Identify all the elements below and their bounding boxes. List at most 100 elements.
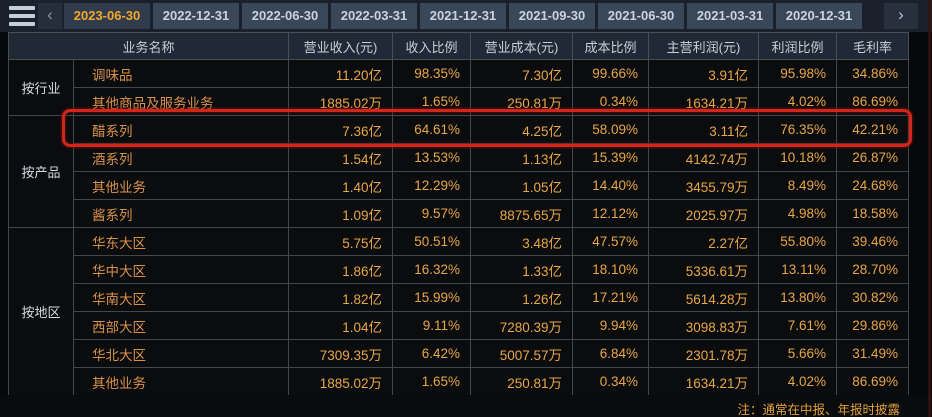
tab-2022-03-31[interactable]: 2022-03-31 bbox=[331, 3, 417, 29]
value-cell: 86.69% bbox=[836, 367, 910, 396]
value-cell: 13.53% bbox=[392, 143, 472, 172]
table-body: 按行业 调味品 11.20亿 98.35% 7.30亿 99.66% 3.91亿 95.98%… bbox=[8, 59, 910, 396]
value-cell: 1634.21万 bbox=[648, 87, 760, 116]
value-cell: 10.18% bbox=[758, 143, 838, 172]
table-row[interactable]: 按行业 调味品 11.20亿 98.35% 7.30亿 99.66% 3.91亿 95.98%… bbox=[8, 59, 910, 116]
chevron-left-icon[interactable]: ‹ bbox=[38, 3, 62, 29]
tab-2023-06-30[interactable]: 2023-06-30 bbox=[64, 3, 150, 29]
value-cell: 13.11% bbox=[758, 255, 838, 284]
table-row[interactable]: 其他业务 1885.02万 1.65% 250.81万 0.34% 1634.21万 4.0… bbox=[9, 367, 910, 396]
tab-2021-03-31[interactable]: 2021-03-31 bbox=[687, 3, 773, 29]
value-cell: 1885.02万 bbox=[288, 87, 394, 116]
value-cell: 28.70% bbox=[836, 255, 910, 284]
value-cell: 7.36亿 bbox=[288, 115, 394, 144]
value-cell: 5007.57万 bbox=[470, 339, 574, 368]
tab-2020-12-31[interactable]: 2020-12-31 bbox=[776, 3, 862, 29]
value-cell: 24.68% bbox=[836, 171, 910, 200]
segment-name: 调味品 bbox=[72, 59, 290, 88]
tab-2021-12-31[interactable]: 2021-12-31 bbox=[420, 3, 506, 29]
segment-name: 其他业务 bbox=[72, 367, 290, 396]
value-cell: 34.86% bbox=[836, 59, 910, 88]
value-cell: 13.80% bbox=[758, 283, 838, 312]
value-cell: 9.57% bbox=[392, 199, 472, 228]
value-cell: 1.33亿 bbox=[470, 255, 574, 284]
column-header: 营业收入(元) bbox=[288, 32, 394, 60]
table-row[interactable]: 按地区 华东大区 5.75亿 50.51% 3.48亿 47.57% 2.27亿 55.80%… bbox=[8, 227, 910, 396]
value-cell: 7280.39万 bbox=[470, 311, 574, 340]
value-cell: 1.82亿 bbox=[288, 283, 394, 312]
value-cell: 1.04亿 bbox=[288, 311, 394, 340]
value-cell: 8.49% bbox=[758, 171, 838, 200]
value-cell: 6.42% bbox=[392, 339, 472, 368]
value-cell: 4142.74万 bbox=[648, 143, 760, 172]
tab-2021-06-30[interactable]: 2021-06-30 bbox=[598, 3, 684, 29]
value-cell: 12.12% bbox=[572, 199, 650, 228]
value-cell: 1.05亿 bbox=[470, 171, 574, 200]
value-cell: 5.66% bbox=[758, 339, 838, 368]
value-cell: 86.69% bbox=[836, 87, 910, 116]
value-cell: 58.09% bbox=[572, 115, 650, 144]
segment-name: 华南大区 bbox=[72, 283, 290, 312]
segment-name: 酒系列 bbox=[72, 143, 290, 172]
value-cell: 9.11% bbox=[392, 311, 472, 340]
segment-name: 醋系列 bbox=[72, 115, 290, 144]
menu-icon[interactable] bbox=[9, 6, 35, 26]
value-cell: 5336.61万 bbox=[648, 255, 760, 284]
value-cell: 4.02% bbox=[758, 367, 838, 396]
value-cell: 18.10% bbox=[572, 255, 650, 284]
tab-2022-06-30[interactable]: 2022-06-30 bbox=[242, 3, 328, 29]
value-cell: 7.61% bbox=[758, 311, 838, 340]
tab-2021-09-30[interactable]: 2021-09-30 bbox=[509, 3, 595, 29]
value-cell: 1885.02万 bbox=[288, 367, 394, 396]
segment-name: 其他业务 bbox=[72, 171, 290, 200]
value-cell: 14.40% bbox=[572, 171, 650, 200]
table-row[interactable]: 其他业务 1.40亿 12.29% 1.05亿 14.40% 3455.79万 8.49% 2… bbox=[9, 171, 910, 200]
segment-name: 华东大区 bbox=[72, 227, 290, 256]
table-row[interactable]: 西部大区 1.04亿 9.11% 7280.39万 9.94% 3098.83万 7.61%… bbox=[9, 311, 910, 340]
value-cell: 95.98% bbox=[758, 59, 838, 88]
disclosure-note: 注：通常在中报、年报时披露 bbox=[737, 403, 900, 417]
value-cell: 30.82% bbox=[836, 283, 910, 312]
table-row[interactable]: 华北大区 7309.35万 6.42% 5007.57万 6.84% 2301.78万 5.… bbox=[9, 339, 910, 368]
value-cell: 1.65% bbox=[392, 87, 472, 116]
value-cell: 15.39% bbox=[572, 143, 650, 172]
value-cell: 7.30亿 bbox=[470, 59, 574, 88]
value-cell: 2025.97万 bbox=[648, 199, 760, 228]
table-row[interactable]: 酱系列 1.09亿 9.57% 8875.65万 12.12% 2025.97万 4.98%… bbox=[9, 199, 910, 228]
value-cell: 16.32% bbox=[392, 255, 472, 284]
group-label: 按行业 bbox=[8, 59, 74, 116]
column-header: 成本比例 bbox=[572, 32, 650, 60]
tab-2022-12-31[interactable]: 2022-12-31 bbox=[153, 3, 239, 29]
value-cell: 8875.65万 bbox=[470, 199, 574, 228]
column-header: 利润比例 bbox=[758, 32, 838, 60]
value-cell: 1634.21万 bbox=[648, 367, 760, 396]
value-cell: 0.34% bbox=[572, 87, 650, 116]
column-header: 主营利润(元) bbox=[648, 32, 760, 60]
value-cell: 15.99% bbox=[392, 283, 472, 312]
value-cell: 3455.79万 bbox=[648, 171, 760, 200]
table-row[interactable]: 按产品 醋系列 7.36亿 64.61% 4.25亿 58.09% 3.11亿 76.35% 4… bbox=[8, 115, 910, 228]
table-row[interactable]: 华中大区 1.86亿 16.32% 1.33亿 18.10% 5336.61万 13.11%… bbox=[9, 255, 910, 284]
right-edge-strip bbox=[928, 0, 931, 417]
table-row[interactable]: 其他商品及服务业务 1885.02万 1.65% 250.81万 0.34% 1634.2… bbox=[9, 87, 910, 116]
value-cell: 76.35% bbox=[758, 115, 838, 144]
value-cell: 99.66% bbox=[572, 59, 650, 88]
value-cell: 18.58% bbox=[836, 199, 910, 228]
table-row[interactable]: 酒系列 1.54亿 13.53% 1.13亿 15.39% 4142.74万 10.18% 2… bbox=[9, 143, 910, 172]
value-cell: 11.20亿 bbox=[288, 59, 394, 88]
value-cell: 17.21% bbox=[572, 283, 650, 312]
value-cell: 4.25亿 bbox=[470, 115, 574, 144]
segment-name: 其他商品及服务业务 bbox=[72, 87, 290, 116]
table-row[interactable]: 华南大区 1.82亿 15.99% 1.26亿 17.21% 5614.28万 13.80%… bbox=[9, 283, 910, 312]
chevron-right-icon[interactable]: › bbox=[884, 3, 918, 29]
value-cell: 98.35% bbox=[392, 59, 472, 88]
value-cell: 64.61% bbox=[392, 115, 472, 144]
value-cell: 9.94% bbox=[572, 311, 650, 340]
value-cell: 250.81万 bbox=[470, 367, 574, 396]
column-header: 营业成本(元) bbox=[470, 32, 574, 60]
value-cell: 42.21% bbox=[836, 115, 910, 144]
value-cell: 47.57% bbox=[572, 227, 650, 256]
value-cell: 26.87% bbox=[836, 143, 910, 172]
value-cell: 2301.78万 bbox=[648, 339, 760, 368]
